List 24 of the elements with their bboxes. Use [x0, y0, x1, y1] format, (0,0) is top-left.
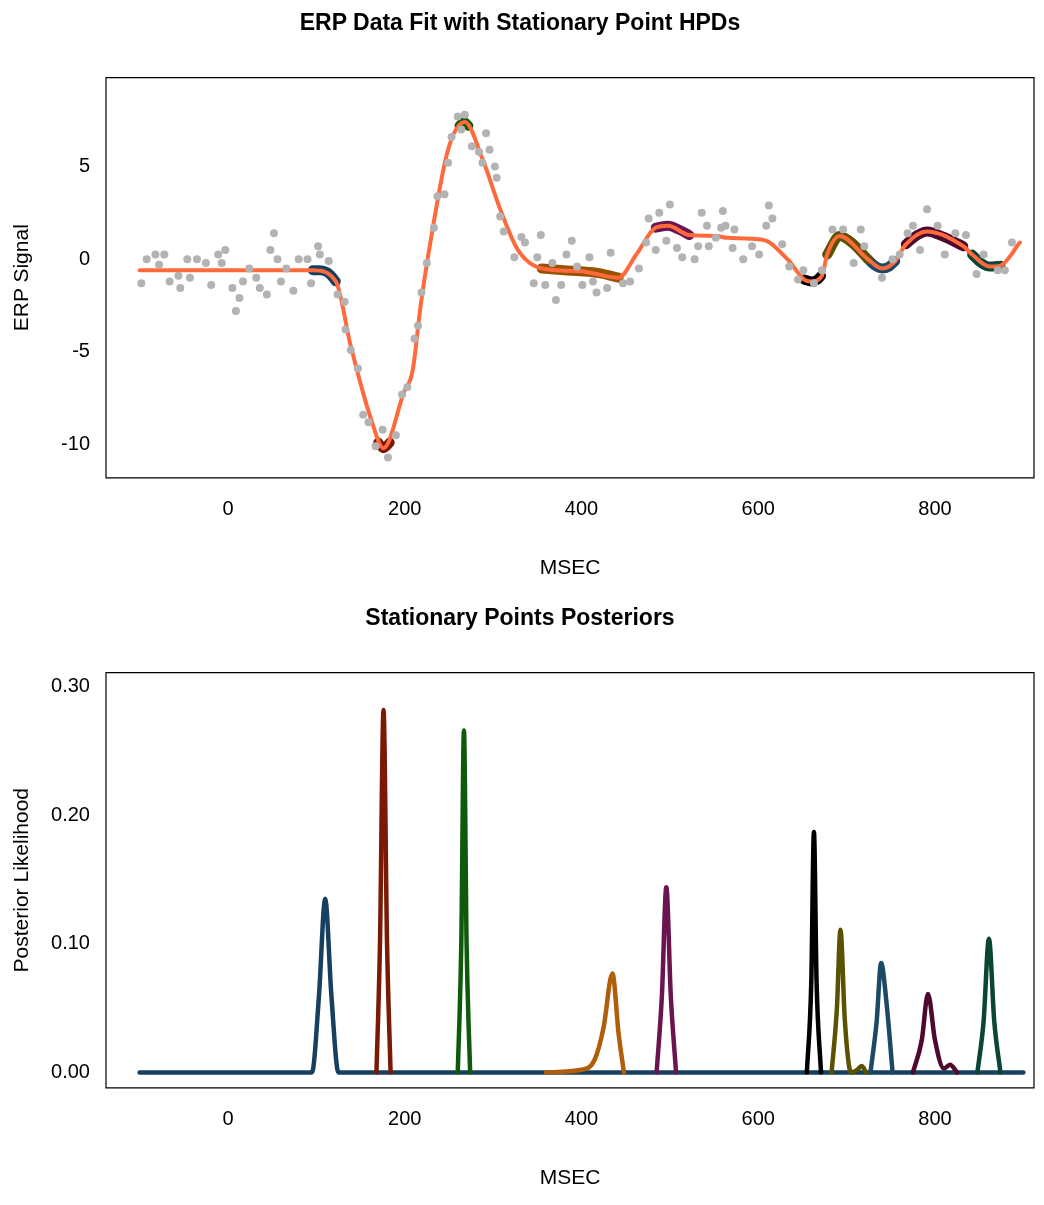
- x-tick-label: 600: [741, 497, 775, 520]
- x-tick-label: 0: [222, 497, 234, 520]
- x-tick-label: 800: [918, 1107, 952, 1130]
- x-tick-label: 200: [388, 497, 422, 520]
- y-axis-title: Posterior Likelihood: [9, 787, 33, 973]
- chart-title: Stationary Points Posteriors: [365, 604, 675, 631]
- x-tick-label: 600: [741, 1107, 775, 1130]
- y-tick-label: 0.30: [51, 674, 90, 697]
- x-tick-label: 800: [918, 497, 952, 520]
- y-tick-label: 5: [78, 154, 90, 177]
- x-axis-title: MSEC: [539, 1165, 601, 1189]
- x-axis-title: MSEC: [539, 555, 601, 579]
- y-tick-label: 0.10: [51, 931, 90, 954]
- chart-title: ERP Data Fit with Stationary Point HPDs: [299, 9, 741, 36]
- x-tick-label: 400: [564, 1107, 599, 1130]
- y-tick-label: -10: [61, 431, 90, 454]
- y-axis-title: ERP Signal: [9, 224, 33, 332]
- y-tick-label: 0: [78, 246, 90, 269]
- y-tick-label: 0.00: [51, 1059, 90, 1082]
- x-tick-label: 0: [222, 1107, 234, 1130]
- y-tick-label: -5: [72, 339, 90, 362]
- x-tick-label: 400: [564, 497, 599, 520]
- y-tick-label: 0.20: [51, 802, 90, 825]
- x-tick-label: 200: [388, 1107, 422, 1130]
